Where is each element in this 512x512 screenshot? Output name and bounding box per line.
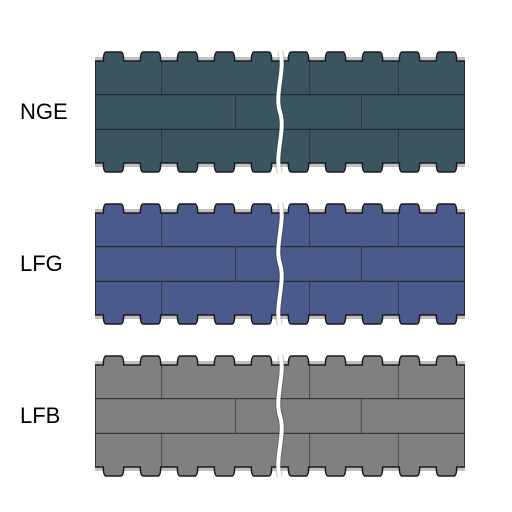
belt-label: LFG	[20, 251, 63, 277]
belt-graphic	[95, 202, 465, 326]
belt-graphic	[95, 50, 465, 174]
belt-row-lfg: LFG	[0, 202, 512, 326]
belt-row-nge: NGE	[0, 50, 512, 174]
belt-label: NGE	[20, 99, 68, 125]
belt-label: LFB	[20, 403, 60, 429]
belt-row-lfb: LFB	[0, 354, 512, 478]
belt-graphic	[95, 354, 465, 478]
